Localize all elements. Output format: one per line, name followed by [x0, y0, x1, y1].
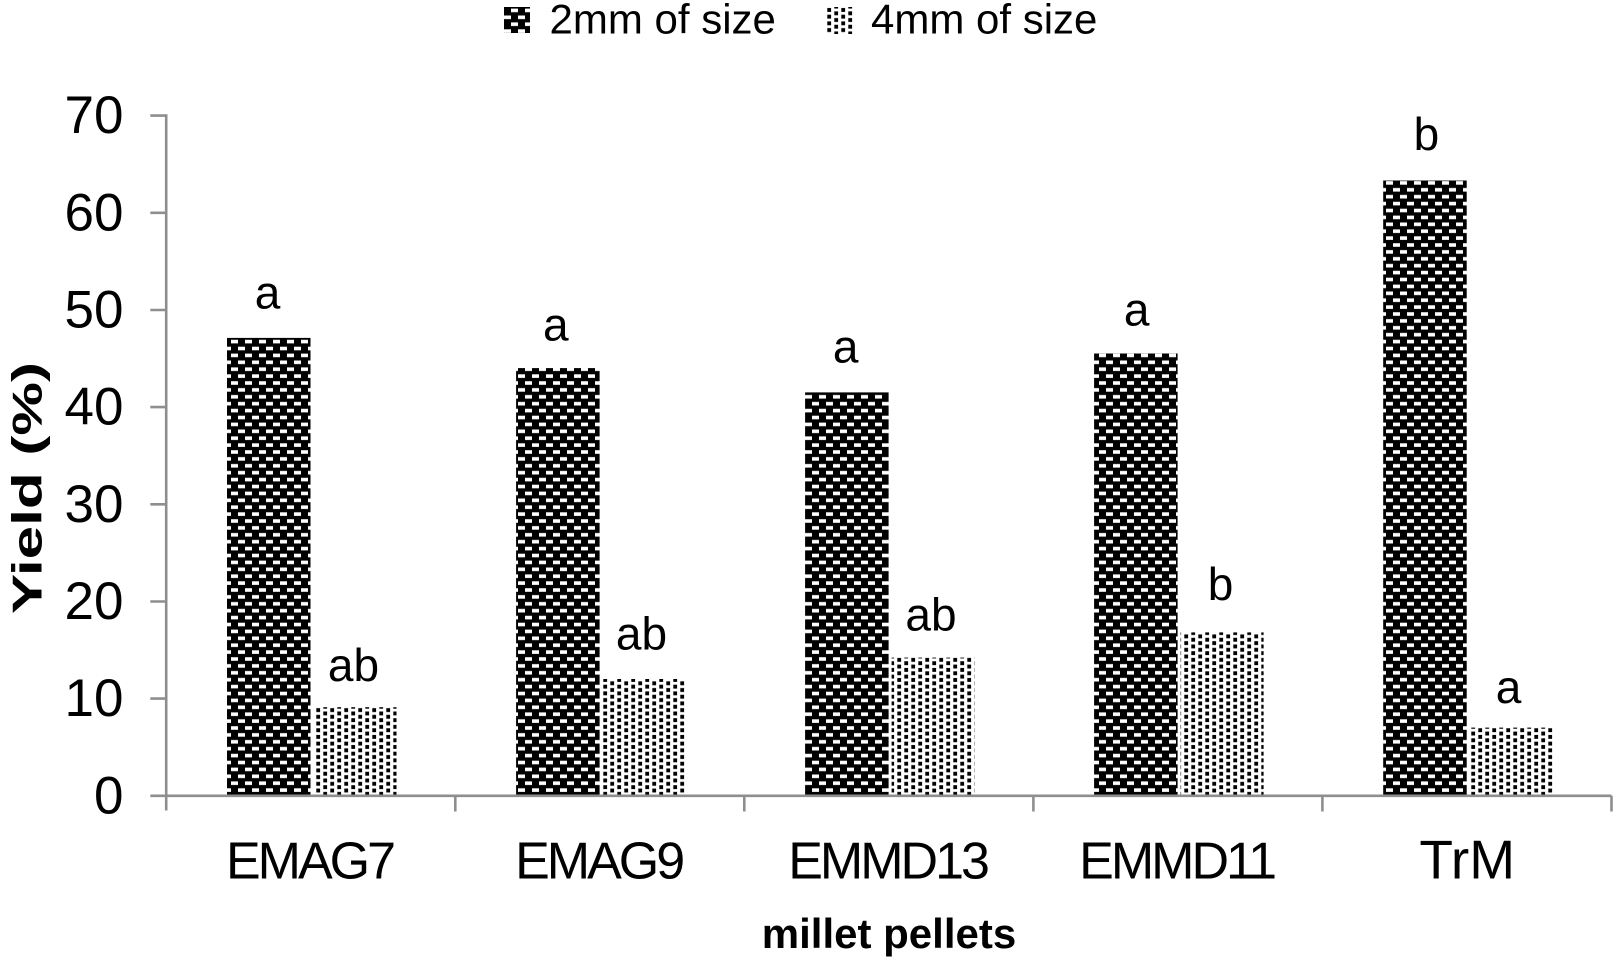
- svg-text:EMAG9: EMAG9: [515, 833, 683, 891]
- svg-text:10: 10: [65, 669, 124, 728]
- svg-text:20: 20: [65, 572, 124, 631]
- svg-text:2mm of size: 2mm of size: [550, 0, 776, 42]
- svg-text:b: b: [1208, 558, 1234, 610]
- svg-text:ab: ab: [328, 639, 379, 691]
- svg-text:ab: ab: [905, 588, 956, 640]
- svg-text:a: a: [1124, 283, 1150, 335]
- svg-text:a: a: [1496, 661, 1522, 713]
- svg-text:millet pellets: millet pellets: [762, 910, 1016, 957]
- svg-text:a: a: [255, 267, 281, 319]
- svg-text:a: a: [543, 299, 569, 351]
- svg-text:ab: ab: [616, 608, 667, 660]
- svg-text:70: 70: [65, 86, 124, 145]
- svg-text:Yield (%): Yield (%): [4, 362, 51, 614]
- svg-text:50: 50: [65, 281, 124, 340]
- svg-text:EMMD13: EMMD13: [788, 833, 988, 891]
- svg-text:TrM: TrM: [1419, 829, 1515, 891]
- svg-text:30: 30: [65, 475, 124, 534]
- svg-text:40: 40: [65, 378, 124, 437]
- svg-text:b: b: [1414, 108, 1440, 160]
- svg-text:4mm of size: 4mm of size: [871, 0, 1097, 42]
- svg-text:EMMD11: EMMD11: [1079, 833, 1275, 891]
- svg-text:a: a: [833, 321, 859, 373]
- svg-text:EMAG7: EMAG7: [226, 833, 394, 891]
- svg-text:0: 0: [94, 766, 123, 825]
- svg-text:60: 60: [65, 183, 124, 242]
